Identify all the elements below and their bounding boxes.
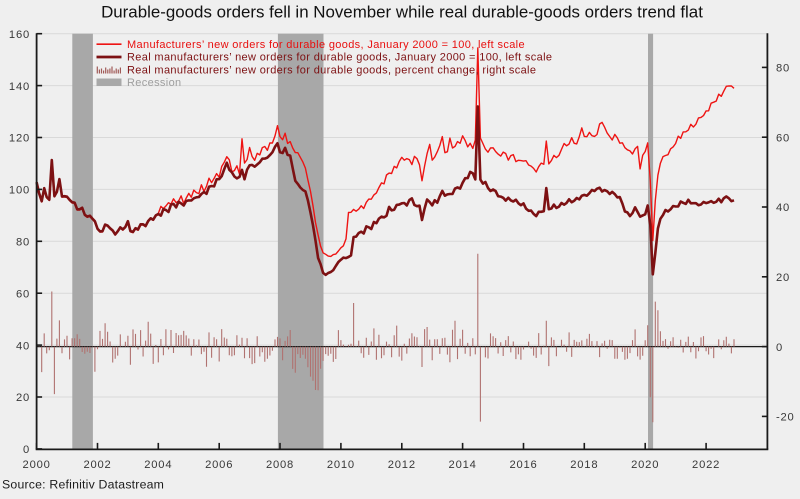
svg-text:60: 60 xyxy=(16,288,30,300)
svg-text:Real manufacturers’ new orders: Real manufacturers’ new orders for durab… xyxy=(127,64,536,76)
svg-text:0: 0 xyxy=(23,444,30,456)
svg-text:2018: 2018 xyxy=(570,459,598,471)
svg-text:60: 60 xyxy=(776,132,790,144)
svg-text:Durable-goods orders fell in N: Durable-goods orders fell in November wh… xyxy=(101,3,703,22)
svg-text:2016: 2016 xyxy=(509,459,537,471)
svg-text:80: 80 xyxy=(16,237,30,249)
svg-text:2014: 2014 xyxy=(449,459,477,471)
svg-text:120: 120 xyxy=(9,133,30,145)
svg-text:140: 140 xyxy=(9,81,30,93)
svg-text:2010: 2010 xyxy=(327,459,355,471)
svg-text:-20: -20 xyxy=(776,412,795,424)
svg-text:Source: Refinitiv Datastream: Source: Refinitiv Datastream xyxy=(2,478,164,492)
svg-text:2000: 2000 xyxy=(23,459,51,471)
svg-text:2020: 2020 xyxy=(631,459,659,471)
svg-text:100: 100 xyxy=(9,185,30,197)
svg-text:2004: 2004 xyxy=(144,459,172,471)
svg-text:2012: 2012 xyxy=(388,459,416,471)
svg-text:20: 20 xyxy=(16,392,30,404)
svg-text:2008: 2008 xyxy=(266,459,294,471)
svg-text:20: 20 xyxy=(776,272,790,284)
svg-text:2002: 2002 xyxy=(83,459,111,471)
svg-text:40: 40 xyxy=(16,340,30,352)
svg-text:Manufacturers’ new orders for: Manufacturers’ new orders for durable go… xyxy=(127,39,525,51)
svg-text:Real manufacturers’ new orders: Real manufacturers’ new orders for durab… xyxy=(127,52,552,64)
svg-text:80: 80 xyxy=(776,63,790,75)
svg-text:0: 0 xyxy=(776,342,783,354)
svg-text:2006: 2006 xyxy=(205,459,233,471)
svg-text:160: 160 xyxy=(9,29,30,41)
svg-text:Recession: Recession xyxy=(127,77,182,89)
svg-text:40: 40 xyxy=(776,202,790,214)
svg-text:2022: 2022 xyxy=(692,459,720,471)
